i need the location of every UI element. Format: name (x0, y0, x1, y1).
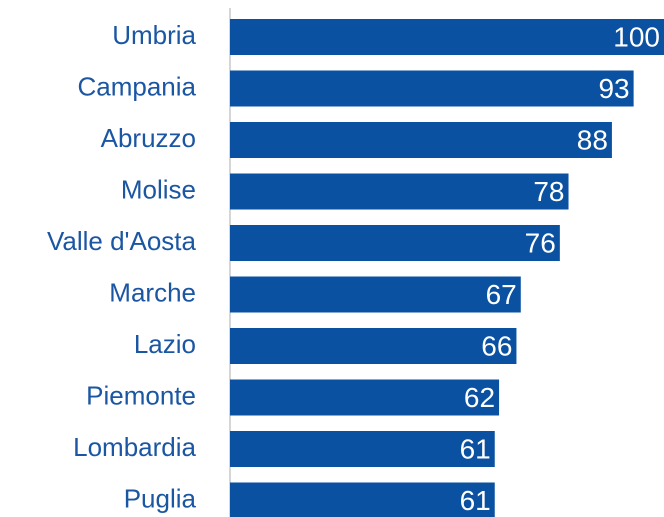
value-label: 76 (525, 227, 556, 258)
bar (230, 70, 634, 107)
value-label: 88 (577, 124, 608, 155)
bar (230, 328, 517, 364)
value-label: 93 (598, 73, 629, 104)
value-label: 61 (460, 433, 491, 464)
bar (230, 225, 560, 261)
value-label: 61 (460, 485, 491, 516)
category-label: Lazio (134, 329, 196, 359)
value-label: 66 (481, 330, 512, 361)
bar (230, 379, 500, 416)
value-label: 62 (464, 382, 495, 413)
category-label: Lombardia (73, 432, 196, 462)
bar (230, 173, 569, 210)
category-label: Molise (121, 174, 196, 204)
category-label: Campania (77, 71, 196, 101)
category-label: Puglia (124, 483, 197, 513)
category-label: Umbria (112, 20, 196, 50)
bar (230, 122, 612, 158)
value-label: 78 (533, 176, 564, 207)
bar (230, 19, 664, 55)
bar (230, 431, 495, 467)
bar (230, 276, 521, 313)
category-label: Marche (109, 277, 196, 307)
value-label: 100 (613, 21, 660, 52)
category-label: Piemonte (86, 380, 196, 410)
category-label: Valle d'Aosta (47, 226, 197, 256)
category-label: Abruzzo (101, 123, 196, 153)
bar (230, 482, 495, 517)
value-label: 67 (486, 279, 517, 310)
